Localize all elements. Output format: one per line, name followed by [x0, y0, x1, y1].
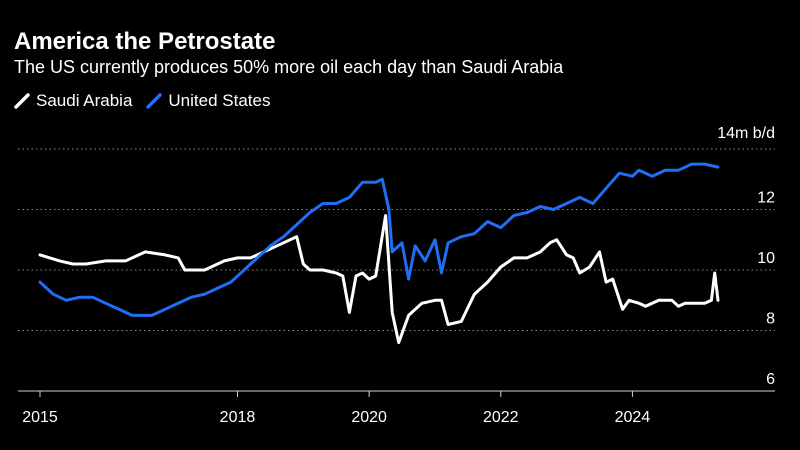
series-line-saudi-arabia [38, 214, 720, 345]
chart-title: America the Petrostate [14, 28, 276, 55]
x-tick-label-2022: 2022 [483, 409, 519, 426]
y-tick-label-10: 10 [757, 250, 775, 267]
x-tick-label-2018: 2018 [220, 409, 256, 426]
y-tick-label-12: 12 [757, 190, 775, 207]
legend-swatch-saudi-arabia [14, 93, 30, 109]
legend: Saudi Arabia United States [14, 90, 284, 112]
legend-label-united-states: United States [168, 91, 271, 110]
x-tick-label-2015: 2015 [22, 409, 58, 426]
legend-item-united-states: United States [146, 90, 270, 112]
series-line-united-states [38, 162, 720, 317]
chart-subtitle: The US currently produces 50% more oil e… [14, 57, 564, 77]
x-tick-label-2020: 2020 [351, 409, 387, 426]
y-tick-label-6: 6 [766, 371, 775, 388]
y-tick-label-8: 8 [766, 311, 775, 328]
legend-swatch-united-states [146, 93, 163, 109]
legend-item-saudi-arabia: Saudi Arabia [14, 90, 132, 112]
legend-label-saudi-arabia: Saudi Arabia [36, 91, 133, 110]
x-tick-label-2024: 2024 [615, 409, 651, 426]
y-unit-label: 14m b/d [717, 125, 775, 142]
